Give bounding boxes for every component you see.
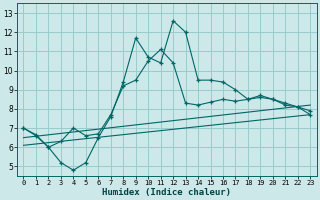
X-axis label: Humidex (Indice chaleur): Humidex (Indice chaleur) — [102, 188, 231, 197]
